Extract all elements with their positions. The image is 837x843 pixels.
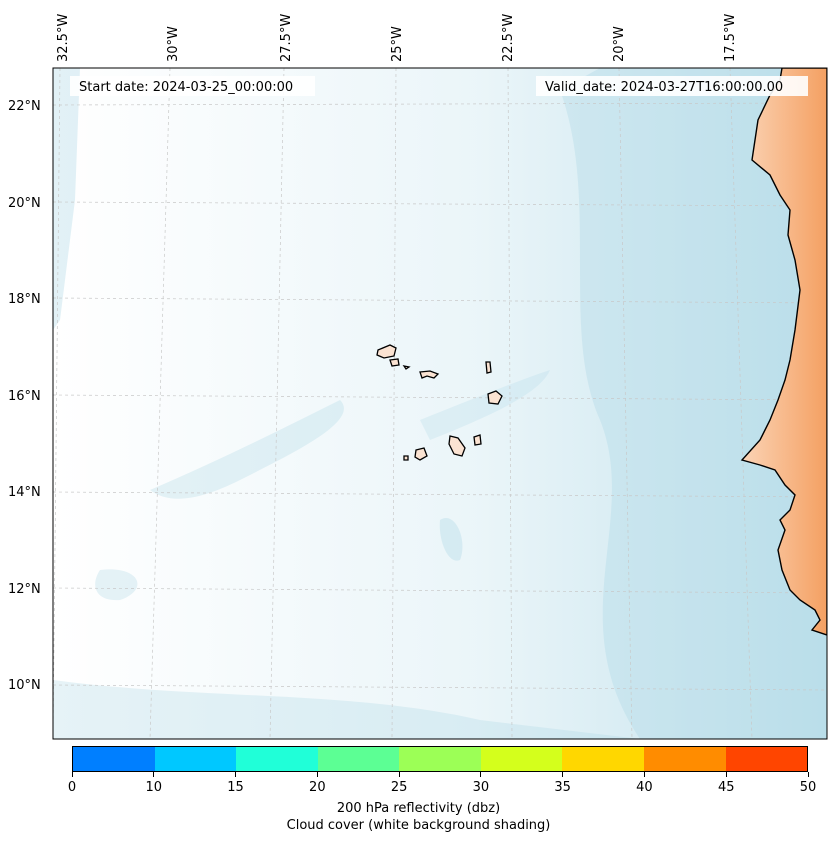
lon-label-22-5w: 22.5°W [501,14,516,62]
latitude-labels: 22°N 20°N 18°N 16°N 14°N 12°N 10°N [8,99,41,693]
start-date-label: Start date: 2024-03-25_00:00:00 [79,80,293,95]
colorbar-tick-mark [643,772,645,777]
valid-date-label: Valid_date: 2024-03-27T16:00:00.00 [545,80,783,95]
colorbar-segment-0 [73,747,155,771]
map-frame: Start date: 2024-03-25_00:00:00 Valid_da… [8,14,828,740]
lon-label-27-5w: 27.5°W [279,14,294,62]
colorbar-tick-mark [807,772,809,777]
island-brava [403,455,409,461]
island-santo-antao [376,344,397,359]
colorbar-segment-7 [643,747,726,771]
colorbar-label-cloud-cover: Cloud cover (white background shading) [286,818,551,833]
island-maio [473,434,482,446]
colorbar-tick-label: 15 [227,780,244,795]
lat-label-22n: 22°N [8,99,41,114]
lat-label-10n: 10°N [8,678,41,693]
colorbar-segment-8 [725,747,808,771]
colorbar [72,746,808,772]
colorbar-segment-1 [154,747,237,771]
lat-label-20n: 20°N [8,196,41,211]
island-fogo [414,447,428,461]
colorbar-tick-mark [316,772,318,777]
colorbar-segment-4 [399,747,481,771]
colorbar-segment-3 [317,747,400,771]
africa-landmass [740,68,827,636]
lat-label-18n: 18°N [8,292,41,307]
colorbar-tick-mark [71,772,73,777]
island-santa-luzia [402,365,411,370]
lon-label-20w: 20°W [612,26,627,62]
colorbar-tick-mark [235,772,237,777]
lat-label-16n: 16°N [8,389,41,404]
colorbar-label-reflectivity: 200 hPa reflectivity (dbz) [336,801,501,816]
lat-label-12n: 12°N [8,582,41,597]
island-sao-nicolau [419,370,440,379]
map-border [52,67,828,740]
colorbar-segment-6 [562,747,644,771]
island-boa-vista [487,390,503,405]
island-sal [485,361,492,374]
colorbar-tick-mark [398,772,400,777]
lat-label-14n: 14°N [8,485,41,500]
colorbar-tick-label: 50 [799,780,817,795]
colorbar-tick-label: 45 [717,780,735,795]
colorbar-segment-2 [236,747,318,771]
colorbar-tick-label: 25 [390,780,408,795]
lon-label-17-5w: 17.5°W [723,14,738,62]
colorbar-tick-label: 20 [309,780,326,795]
map-area [53,68,827,739]
gridlines [53,68,827,739]
colorbar-tick-mark [480,772,482,777]
colorbar-tick-label: 40 [636,780,653,795]
colorbar-ticks: 0 10 15 20 25 30 35 40 45 50 [68,772,816,796]
colorbar-tick-label: 10 [145,780,163,795]
colorbar-tick-label: 35 [554,780,571,795]
colorbar-tick-mark [725,772,727,777]
lon-label-32-5w: 32.5°W [56,14,71,62]
cape-verde-islands [376,344,503,461]
colorbar-tick-mark [153,772,155,777]
longitude-labels: 32.5°W 30°W 27.5°W 25°W 22.5°W 20°W 17.5… [56,14,738,62]
lon-label-25w: 25°W [390,26,405,62]
island-sao-vicente [389,358,400,367]
island-santiago [448,435,466,457]
colorbar-tick-mark [562,772,564,777]
cloud-cover-shading [53,68,827,739]
colorbar-tick-label: 30 [472,780,490,795]
colorbar-tick-label: 0 [67,780,77,795]
lon-label-30w: 30°W [166,26,181,62]
colorbar-segment-5 [480,747,563,771]
